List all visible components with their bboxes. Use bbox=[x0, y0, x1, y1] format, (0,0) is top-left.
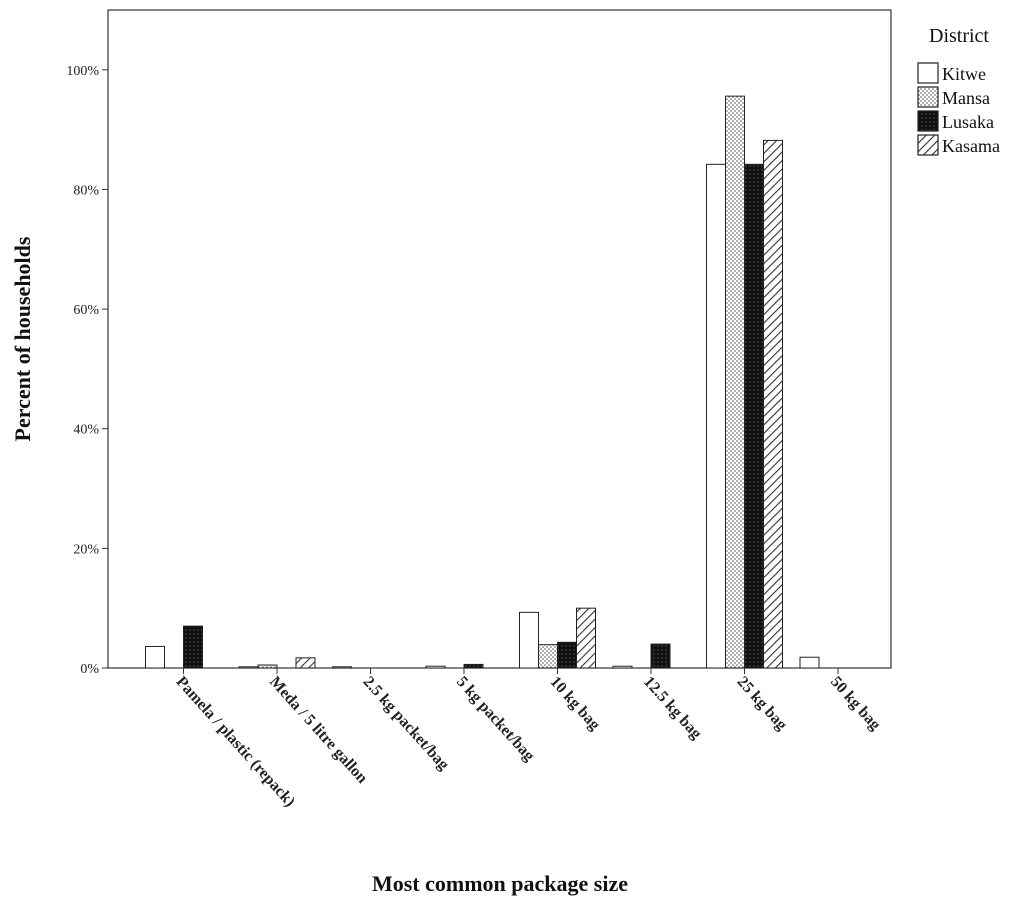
y-axis-title: Percent of households bbox=[10, 236, 35, 441]
bar-kitwe bbox=[238, 666, 259, 669]
bar-lusaka bbox=[744, 163, 764, 669]
bar-mansa bbox=[725, 95, 745, 669]
legend-swatch-kitwe bbox=[917, 62, 939, 84]
x-category-label: 50 kg bag bbox=[827, 673, 884, 733]
x-category-label: 5 kg packet/bag bbox=[453, 673, 538, 764]
bar-kasama bbox=[576, 607, 596, 669]
y-tick-label: 0% bbox=[80, 662, 99, 677]
legend-swatch-mansa bbox=[917, 86, 939, 108]
x-category-label: 10 kg bag bbox=[547, 673, 604, 733]
x-axis-title: Most common package size bbox=[372, 871, 628, 896]
bar-mansa bbox=[257, 664, 278, 669]
x-category-label: Meda / 5 litre gallon bbox=[266, 673, 371, 787]
x-axis: Pamela / plastic (repack)Meda / 5 litre … bbox=[173, 668, 884, 810]
legend-label-kitwe: Kitwe bbox=[942, 64, 986, 84]
bar-lusaka bbox=[463, 663, 484, 669]
bars-group bbox=[145, 95, 820, 669]
y-axis: 0% 20% 40% 60% 80% 100% bbox=[66, 64, 108, 677]
plot-area bbox=[107, 9, 892, 669]
bar-kitwe bbox=[706, 163, 726, 669]
bar-lusaka bbox=[650, 643, 671, 669]
legend-label-mansa: Mansa bbox=[942, 88, 990, 108]
x-category-label: 12.5 kg bag bbox=[640, 673, 705, 742]
legend-label-lusaka: Lusaka bbox=[942, 112, 994, 132]
y-tick-label: 80% bbox=[73, 183, 99, 198]
legend-title: District bbox=[929, 25, 989, 47]
bar-kitwe bbox=[519, 611, 539, 669]
bar-kitwe bbox=[799, 656, 820, 669]
bar-kitwe bbox=[145, 645, 165, 669]
legend-label-kasama: Kasama bbox=[942, 136, 1000, 156]
legend: District Kitwe Mansa Lusaka Kasama bbox=[917, 25, 1000, 156]
y-tick-label: 20% bbox=[73, 542, 99, 557]
y-tick-label: 40% bbox=[73, 423, 99, 438]
bar-kitwe bbox=[332, 666, 352, 669]
legend-swatch-lusaka bbox=[917, 110, 939, 132]
bar-mansa bbox=[538, 644, 558, 669]
x-category-label: 25 kg bag bbox=[734, 673, 791, 733]
legend-swatch-kasama bbox=[917, 134, 939, 156]
y-tick-label: 100% bbox=[66, 64, 99, 79]
bar-lusaka bbox=[183, 625, 203, 669]
x-category-label: 2.5 kg packet/bag bbox=[360, 673, 453, 773]
bar-kitwe bbox=[425, 665, 446, 669]
bar-lusaka bbox=[557, 641, 577, 669]
y-tick-label: 60% bbox=[73, 303, 99, 318]
bar-kasama bbox=[763, 139, 783, 669]
bar-kasama bbox=[295, 657, 316, 669]
bar-kitwe bbox=[612, 665, 633, 669]
